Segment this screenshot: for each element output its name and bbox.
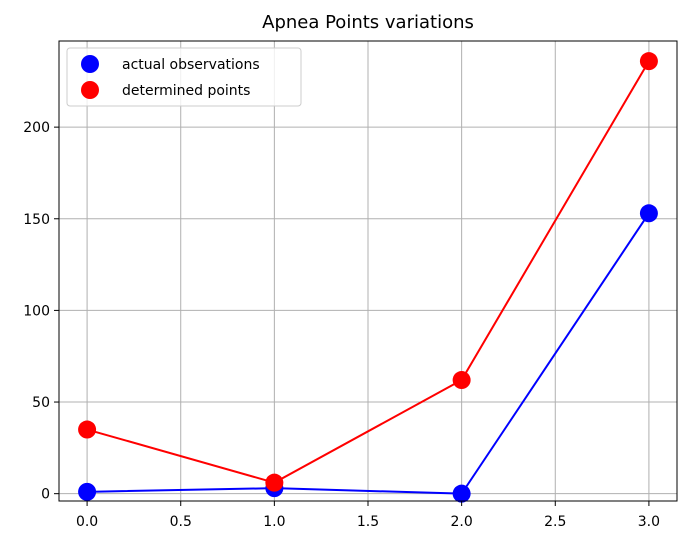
data-point-actual-observations (452, 484, 471, 503)
data-point-determined-points (452, 371, 471, 390)
x-tick-label: 2.5 (544, 514, 566, 530)
x-tick-label: 1.0 (263, 514, 285, 530)
legend-label-determined-points: determined points (122, 83, 250, 99)
series-line-determined-points (86, 60, 650, 484)
x-tick-label: 0.5 (170, 514, 192, 530)
x-tick-label: 3.0 (638, 514, 660, 530)
chart-title: Apnea Points variations (262, 12, 474, 33)
series-line-actual-observations (87, 212, 650, 495)
legend: actual observations determined points (66, 47, 302, 107)
x-tick-label: 2.0 (451, 514, 473, 530)
y-tick-label: 100 (23, 303, 50, 319)
y-axis-ticks: 0 50 100 150 200 (23, 120, 59, 503)
data-point-determined-points (639, 52, 658, 71)
data-point-actual-observations (78, 482, 97, 501)
x-axis-ticks: 0.0 0.5 1.0 1.5 2.0 2.5 3.0 (76, 501, 660, 530)
data-point-determined-points (78, 420, 97, 439)
y-tick-label: 200 (23, 120, 50, 136)
data-point-actual-observations (639, 204, 658, 223)
grid-lines (59, 41, 677, 501)
x-tick-label: 0.0 (76, 514, 98, 530)
series-points (78, 52, 658, 503)
x-tick-label: 1.5 (357, 514, 379, 530)
y-tick-label: 0 (41, 487, 50, 503)
data-point-determined-points (265, 473, 284, 492)
series-lines (86, 60, 650, 495)
legend-marker-actual-observations (81, 55, 99, 73)
y-tick-label: 150 (23, 212, 50, 228)
legend-marker-determined-points (81, 81, 99, 99)
y-tick-label: 50 (32, 395, 50, 411)
legend-box (66, 47, 302, 107)
legend-label-actual-observations: actual observations (122, 57, 260, 73)
